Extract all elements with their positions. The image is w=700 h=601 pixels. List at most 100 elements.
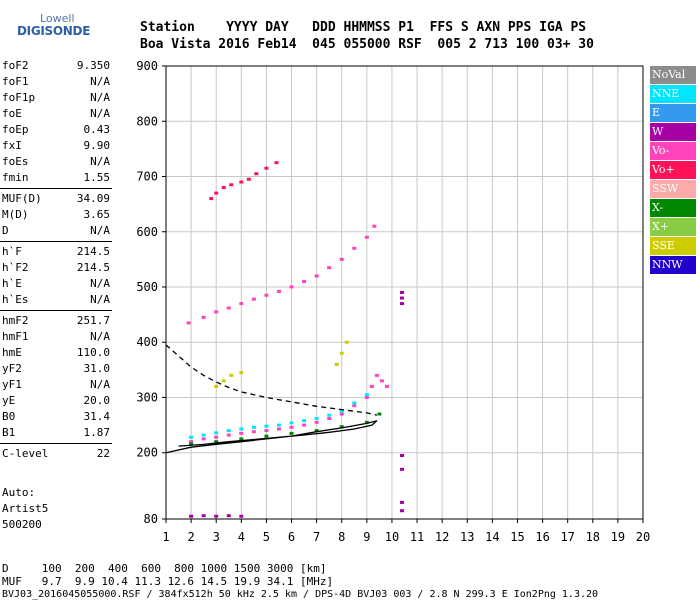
parameter-name: h`E xyxy=(2,277,22,290)
parameter-value: 20.0 xyxy=(83,394,111,407)
data-point xyxy=(364,235,369,239)
parameter-separator xyxy=(0,188,112,189)
parameter-value: N/A xyxy=(90,75,110,88)
x-tick-label: 13 xyxy=(460,530,474,544)
data-point xyxy=(289,431,294,435)
x-tick-label: 16 xyxy=(535,530,549,544)
auto-label: Auto: xyxy=(2,486,36,499)
legend-item: SSE xyxy=(650,237,696,255)
parameter-name: MUF(D) xyxy=(2,192,42,205)
x-tick-label: 10 xyxy=(385,530,399,544)
data-point xyxy=(289,421,294,425)
parameter-name: foF1p xyxy=(2,91,36,104)
data-point xyxy=(239,371,244,375)
data-point xyxy=(327,266,332,270)
data-point xyxy=(214,514,219,518)
data-point xyxy=(339,412,344,416)
plot-frame xyxy=(165,65,644,520)
x-tick-label: 17 xyxy=(560,530,574,544)
parameter-value: 110.0 xyxy=(76,346,110,359)
data-point xyxy=(339,257,344,261)
data-point xyxy=(264,293,269,297)
data-point xyxy=(314,429,319,433)
x-tick-label: 3 xyxy=(213,530,220,544)
parameter-name: foF1 xyxy=(2,75,29,88)
parameter-row: foEp 0.43 xyxy=(2,122,110,138)
data-point xyxy=(384,384,389,388)
x-tick-label: 11 xyxy=(410,530,424,544)
parameter-name: foE xyxy=(2,107,22,120)
footer-muf-row: MUF 9.7 9.9 10.4 11.3 12.6 14.5 19.9 34.… xyxy=(2,575,334,588)
parameter-value: 214.5 xyxy=(76,245,110,258)
parameter-name: D xyxy=(2,224,9,237)
parameter-value: 31.4 xyxy=(83,410,111,423)
parameter-name: C-level xyxy=(2,447,49,460)
parameter-row: M(D) 3.65 xyxy=(2,207,110,223)
legend-item: E xyxy=(650,104,696,122)
parameter-row: h`Es N/A xyxy=(2,292,110,308)
parameter-value: N/A xyxy=(90,91,110,104)
data-point xyxy=(334,362,339,366)
data-point xyxy=(201,514,206,518)
parameter-name: h`F xyxy=(2,245,22,258)
data-point xyxy=(352,246,357,250)
footer-distance-row: D 100 200 400 600 800 1000 1500 3000 [km… xyxy=(2,562,327,575)
data-point xyxy=(377,412,382,416)
x-tick-label: 1 xyxy=(162,530,169,544)
x-tick-label: 20 xyxy=(636,530,650,544)
parameter-name: foEs xyxy=(2,155,29,168)
data-point xyxy=(251,430,256,434)
data-point xyxy=(372,224,377,228)
data-point xyxy=(264,424,269,428)
parameter-row: hmF2 251.7 xyxy=(2,313,110,329)
data-point xyxy=(201,437,206,441)
parameter-value: N/A xyxy=(90,277,110,290)
data-point xyxy=(239,427,244,431)
parameter-value: 34.09 xyxy=(76,192,110,205)
data-point xyxy=(229,183,234,187)
data-point xyxy=(399,509,404,513)
legend-item: NNW xyxy=(650,256,696,274)
data-point xyxy=(264,434,269,438)
y-tick-label: 300 xyxy=(136,390,158,404)
parameter-row: hmE 110.0 xyxy=(2,345,110,361)
data-point xyxy=(302,419,307,423)
parameter-row: fmin 1.55 xyxy=(2,170,110,186)
x-tick-label: 5 xyxy=(263,530,270,544)
data-point xyxy=(379,379,384,383)
data-point xyxy=(239,514,244,518)
legend-item: Vo+ xyxy=(650,161,696,179)
ionogram-chart: 1 2 3 4 5 6 7 8 9 10 11 12 13 14 15 16 17 18 19 20802003004… xyxy=(136,59,650,544)
x-tick-label: 14 xyxy=(485,530,499,544)
y-tick-label: 400 xyxy=(136,335,158,349)
data-point xyxy=(399,302,404,306)
data-point xyxy=(314,420,319,424)
data-point xyxy=(221,379,226,383)
parameter-row: D N/A xyxy=(2,223,110,239)
logo-digisonde: DIGISONDE xyxy=(17,24,91,38)
logo-lowell: Lowell xyxy=(40,12,75,25)
parameter-row: MUF(D) 34.09 xyxy=(2,191,110,207)
parameter-value: 31.0 xyxy=(83,362,111,375)
parameter-value: N/A xyxy=(90,155,110,168)
data-point xyxy=(399,467,404,471)
legend-item: W xyxy=(650,123,696,141)
parameter-name: h`F2 xyxy=(2,261,29,274)
data-point xyxy=(226,429,231,433)
auto-code: 500200 xyxy=(2,518,42,531)
parameter-separator xyxy=(0,310,112,311)
data-point xyxy=(239,437,244,441)
parameter-name: hmE xyxy=(2,346,22,359)
data-point xyxy=(189,435,194,439)
data-point xyxy=(229,373,234,377)
data-point xyxy=(226,433,231,437)
x-tick-label: 2 xyxy=(187,530,194,544)
data-point xyxy=(339,409,344,413)
data-point xyxy=(201,433,206,437)
data-point xyxy=(186,321,191,325)
data-point xyxy=(189,514,194,518)
parameter-row: yE 20.0 xyxy=(2,393,110,409)
parameter-value: N/A xyxy=(90,224,110,237)
data-point xyxy=(221,186,226,190)
parameter-name: hmF1 xyxy=(2,330,29,343)
